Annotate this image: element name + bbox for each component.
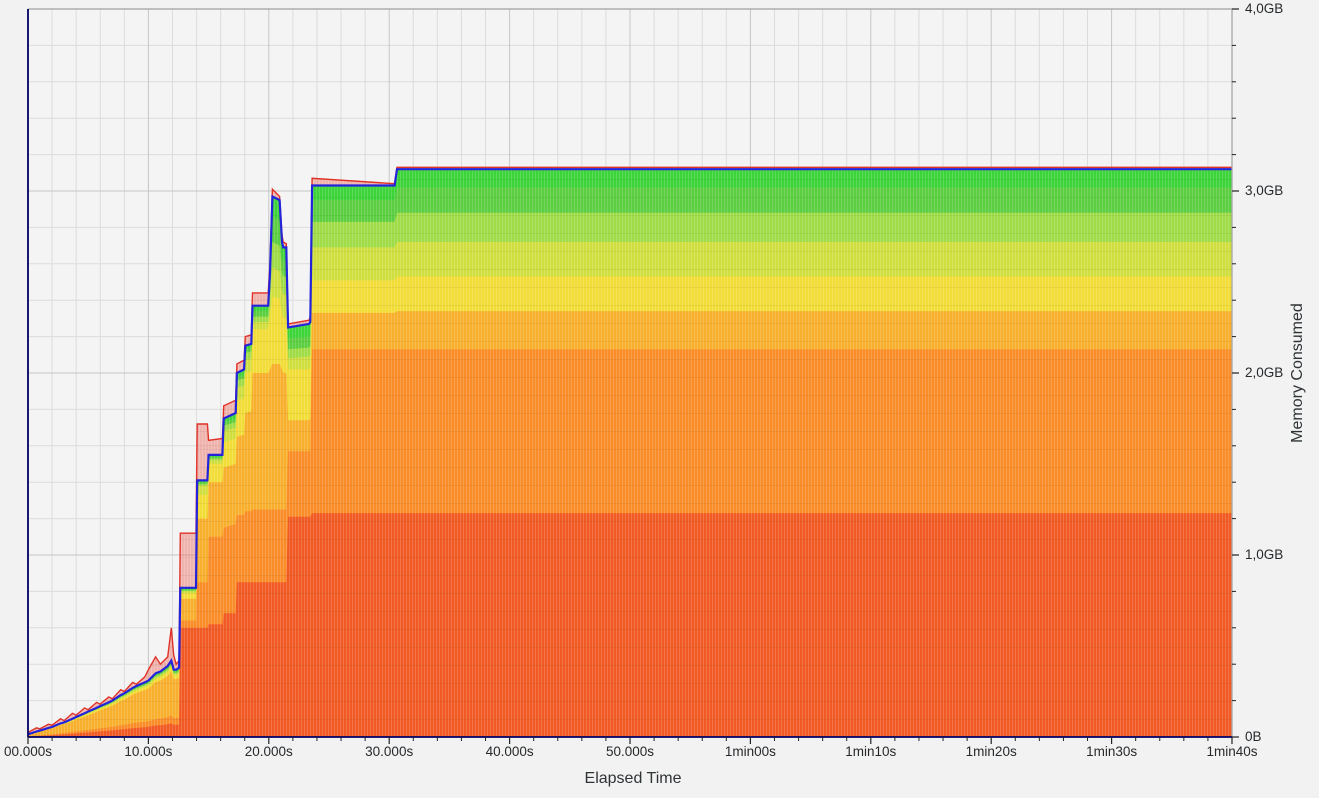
y-tick-label: 2,0GB xyxy=(1245,365,1284,380)
y-axis-title: Memory Consumed xyxy=(1289,303,1306,443)
x-axis-title: Elapsed Time xyxy=(584,770,682,787)
plot-area xyxy=(27,8,1239,744)
x-tick-label: 10.000s xyxy=(124,744,173,759)
y-tick-label: 3,0GB xyxy=(1245,183,1284,198)
x-tick-label: 40.000s xyxy=(485,744,534,759)
y-tick-label: 0B xyxy=(1245,729,1262,744)
y-tick-label: 4,0GB xyxy=(1245,1,1284,16)
x-tick-label: 30.000s xyxy=(365,744,414,759)
y-tick-label: 1,0GB xyxy=(1245,547,1284,562)
x-tick-label: 20.000s xyxy=(244,744,293,759)
memory-total-line xyxy=(27,168,1232,736)
x-tick-label: 50.000s xyxy=(605,744,655,759)
x-tick-label: 1min40s xyxy=(1206,744,1258,759)
stack-texture xyxy=(28,167,1232,738)
x-tick-label: 00.000s xyxy=(3,744,53,759)
x-tick-label: 1min10s xyxy=(845,744,897,759)
x-tick-label: 1min30s xyxy=(1086,744,1138,759)
x-tick-label: 1min00s xyxy=(724,744,776,759)
x-tick-label: 1min20s xyxy=(965,744,1017,759)
